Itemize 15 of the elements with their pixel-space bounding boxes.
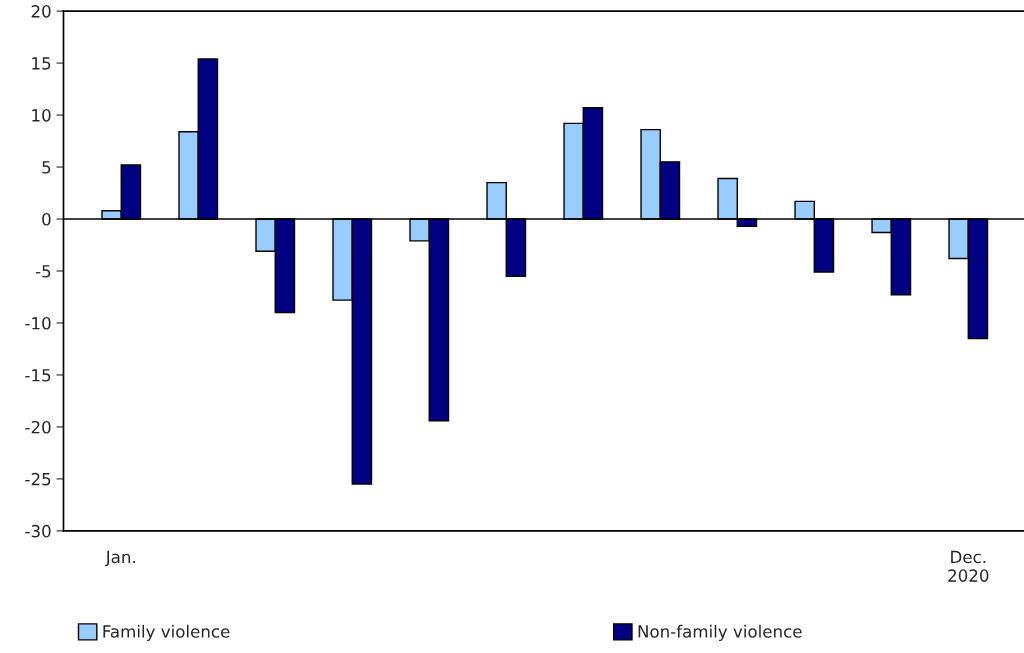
x-tick-label: Dec. 2020 xyxy=(948,550,989,582)
y-tick-label: 15 xyxy=(32,57,51,70)
y-tick-label: 20 xyxy=(31,5,51,18)
legend-label: Non-family violence xyxy=(638,624,802,641)
y-tick-label: -10 xyxy=(25,316,51,330)
y-tick-label: -30 xyxy=(25,524,51,538)
y-tick-label: -5 xyxy=(35,265,51,278)
x-tick-label: Jan. xyxy=(104,550,135,567)
y-tick-label: 0 xyxy=(42,212,51,226)
y-tick-label: -15 xyxy=(25,369,51,382)
y-tick-label: -25 xyxy=(25,472,51,486)
y-tick-label: 5 xyxy=(42,161,51,174)
legend-label: Family violence xyxy=(103,624,230,641)
y-tick-label: 10 xyxy=(32,109,51,122)
y-tick-label: -20 xyxy=(25,420,51,434)
